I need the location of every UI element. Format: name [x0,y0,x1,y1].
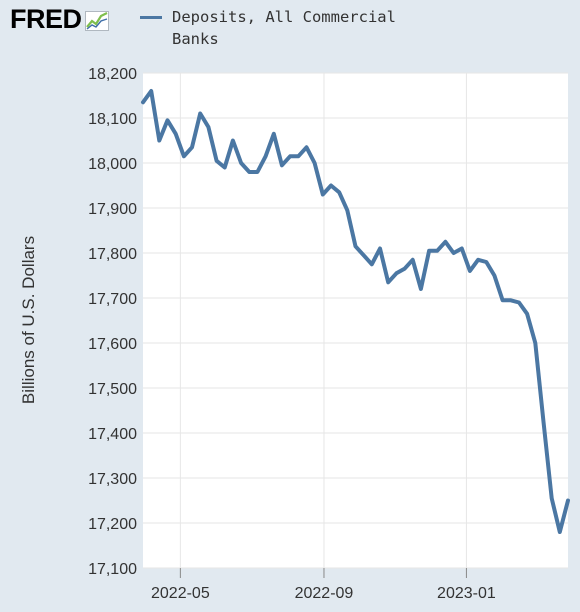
y-axis-ticks: 17,100 17,200 17,300 17,400 17,500 17,600 17,7… [88,66,137,578]
chart-header: FRED Deposits, All Commercial Banks [0,0,580,60]
y-tick-label: 18,000 [88,156,137,173]
x-tick-label: 2022-09 [295,585,354,602]
y-tick-label: 17,100 [88,561,137,578]
y-tick-label: 17,200 [88,516,137,533]
plot-area [143,73,568,568]
x-tick-label: 2023-01 [437,585,496,602]
y-tick-label: 17,400 [88,426,137,443]
y-tick-label: 17,800 [88,246,137,263]
gridlines [143,72,568,569]
fred-chart-logo-icon [84,10,109,31]
x-tick-label: 2022-05 [151,585,210,602]
y-tick-label: 17,500 [88,381,137,398]
legend-swatch [140,16,162,19]
y-tick-label: 17,900 [88,201,137,218]
chart-legend[interactable]: Deposits, All Commercial Banks [140,6,412,50]
x-axis-ticks: 2022-05 2022-09 2023-01 [151,568,496,602]
fred-logo-text: FRED [10,4,82,34]
legend-series-label: Deposits, All Commercial Banks [172,8,396,48]
y-tick-label: 18,200 [88,66,137,83]
y-tick-label: 17,700 [88,291,137,308]
y-tick-label: 17,600 [88,336,137,353]
y-axis-label: Billions of U.S. Dollars [19,236,38,404]
y-tick-label: 18,100 [88,111,137,128]
fred-logo[interactable]: FRED [10,4,109,35]
y-tick-label: 17,300 [88,471,137,488]
series-line[interactable] [141,89,570,534]
